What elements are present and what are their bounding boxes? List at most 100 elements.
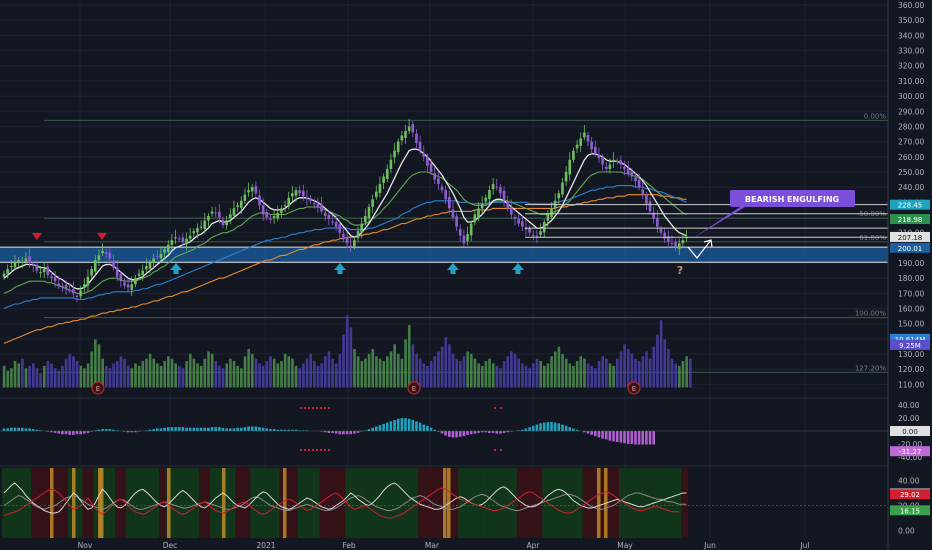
squeeze-dot [304, 407, 306, 409]
trend-background-bar [556, 468, 561, 538]
trend-background-bar [367, 468, 371, 538]
volume-bar [342, 334, 345, 388]
price-tick-label: 300.00 [898, 92, 924, 101]
candle-body [458, 229, 462, 236]
trend-background-bar [644, 468, 649, 538]
volume-bar [404, 339, 407, 388]
candle-body [433, 173, 436, 180]
volume-bar [316, 365, 320, 388]
candle-body [323, 212, 327, 216]
volume-bar [513, 353, 517, 388]
momentum-bar [254, 426, 258, 431]
trend-background-bar [162, 468, 167, 538]
candle-body [287, 197, 290, 207]
candle-body [28, 256, 31, 264]
trend-background-bar [16, 468, 21, 538]
trend-background-bar [483, 468, 488, 538]
candle-body [659, 229, 663, 233]
volume-bar [583, 358, 586, 388]
candle-body [166, 244, 170, 252]
momentum-bar [444, 431, 447, 436]
candle-body [590, 141, 593, 150]
volume-bar [648, 358, 652, 388]
candle-body [108, 252, 112, 259]
price-tick-label: 310.00 [898, 77, 924, 86]
volume-bar [141, 361, 145, 388]
candle-body [239, 200, 243, 208]
squeeze-dot [312, 407, 314, 409]
momentum-bar [64, 431, 68, 435]
volume-bar [616, 358, 619, 388]
candle-body [320, 204, 323, 212]
momentum-bar [181, 427, 185, 431]
volume-bar [553, 351, 557, 388]
momentum-bar [261, 427, 265, 431]
candle-body [510, 207, 513, 215]
volume-bar [521, 363, 524, 388]
candle-body [601, 157, 604, 165]
candle-body [586, 134, 590, 142]
candle-body [331, 221, 334, 223]
candle-body [451, 209, 455, 218]
volume-bar [320, 363, 323, 388]
trend-background-bar [334, 468, 338, 538]
momentum-bar [101, 429, 104, 431]
signal-bar [597, 468, 601, 538]
trend-background-bar [666, 468, 671, 538]
blue-up-arrow-icon [334, 263, 346, 274]
candle-body [623, 166, 626, 169]
volume-bar [579, 356, 583, 388]
momentum-bar [480, 431, 484, 433]
trend-background-bar [513, 468, 517, 538]
momentum-bar [375, 426, 378, 431]
trend-background-bar [505, 468, 510, 538]
trend-background-bar [228, 468, 233, 538]
squeeze-dot [300, 449, 302, 451]
trend-background-bar [451, 468, 455, 538]
price-label-text: 228.45 [898, 202, 923, 210]
trend-background-bar [104, 468, 109, 538]
candle-body [302, 190, 305, 197]
trend-background-bar [38, 468, 43, 538]
candle-body [626, 168, 630, 174]
volume-bar [68, 353, 72, 388]
candle-body [531, 235, 535, 237]
momentum-bar [590, 431, 593, 435]
candle-body [68, 290, 71, 292]
di-minus-line [3, 487, 680, 519]
candle-body [568, 159, 572, 175]
momentum-bar [243, 427, 247, 431]
trend-background-bar [684, 468, 689, 538]
trend-background-bar [2, 468, 6, 538]
momentum-bar [630, 431, 634, 444]
volume-bar [39, 373, 42, 388]
fib-label: 100.00% [855, 310, 886, 318]
momentum-bar [188, 427, 192, 431]
volume-bar [349, 327, 353, 388]
volume-bar [291, 358, 294, 388]
price-tick-label: 340.00 [898, 31, 924, 40]
momentum-bar [597, 431, 601, 438]
momentum-bar [72, 431, 75, 435]
volume-bar [287, 356, 291, 388]
momentum-bar [608, 431, 612, 441]
candle-body [542, 222, 546, 233]
momentum-bar [210, 427, 214, 431]
candle-body [159, 253, 163, 259]
trend-background-bar [188, 468, 192, 538]
candle-body [594, 146, 597, 154]
momentum-bar [517, 430, 520, 431]
squeeze-dot [312, 449, 314, 451]
momentum-bar [334, 431, 338, 434]
volume-bar [557, 346, 561, 388]
trend-background-bar [637, 468, 641, 538]
momentum-bar [466, 431, 469, 435]
candle-body [97, 255, 101, 260]
volume-bar [327, 351, 331, 388]
candle-body [462, 235, 466, 244]
volume-bar [338, 353, 342, 388]
candle-body [61, 285, 64, 288]
earnings-label: E [632, 385, 636, 393]
chart-annotations: BEARISH ENGULFING? E E E [32, 190, 855, 395]
candle-body [572, 150, 575, 160]
